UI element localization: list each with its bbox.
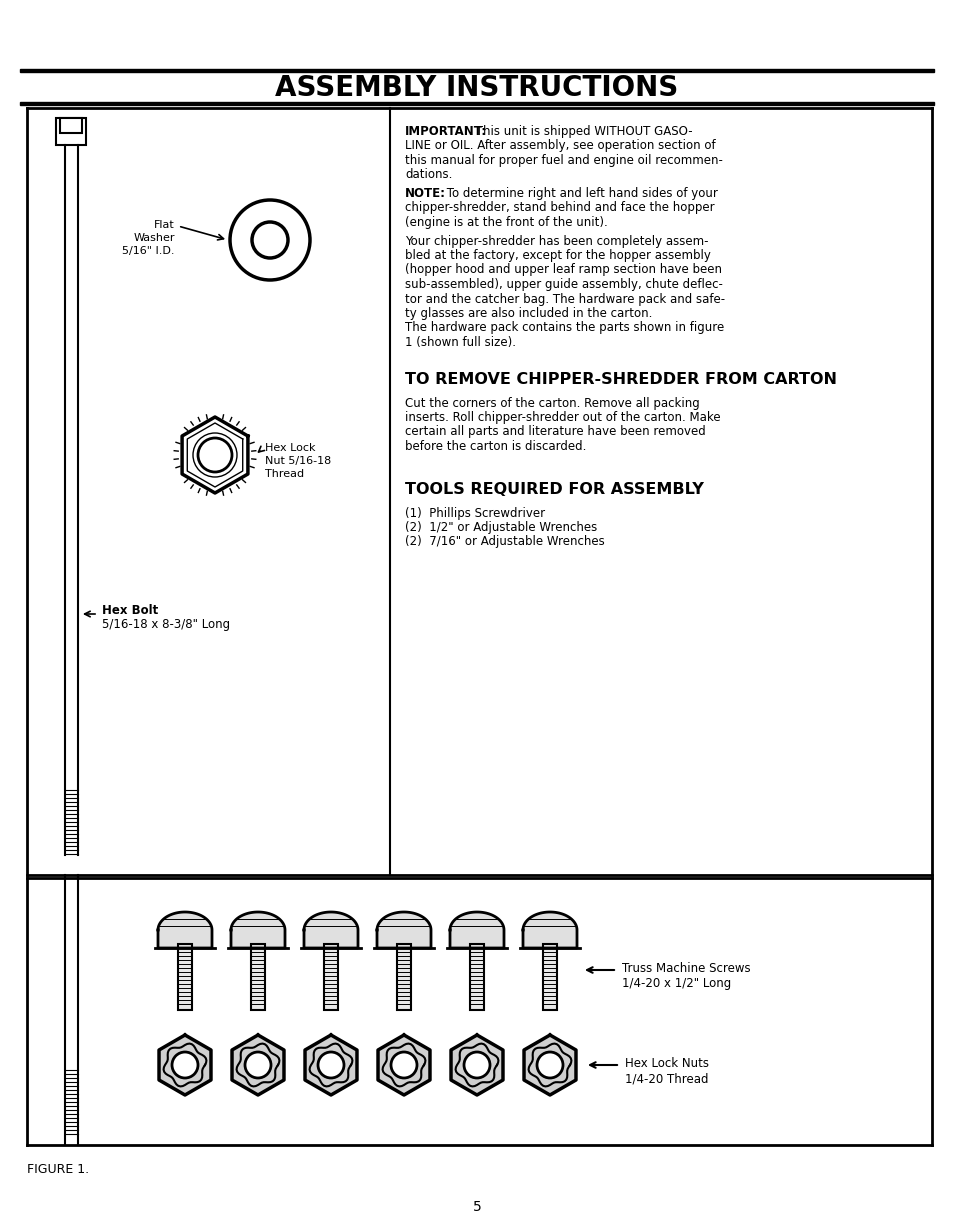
Polygon shape	[158, 912, 212, 948]
Polygon shape	[451, 1035, 502, 1095]
Bar	[542, 944, 557, 1010]
Text: The hardware pack contains the parts shown in figure: The hardware pack contains the parts sho…	[405, 322, 723, 334]
Text: Your chipper-shredder has been completely assem-: Your chipper-shredder has been completel…	[405, 234, 708, 248]
Polygon shape	[305, 1035, 356, 1095]
Text: Hex Lock Nuts
1/4-20 Thread: Hex Lock Nuts 1/4-20 Thread	[624, 1057, 708, 1085]
Polygon shape	[304, 912, 357, 948]
Bar	[324, 944, 337, 1010]
Text: Washer: Washer	[133, 233, 174, 243]
Polygon shape	[522, 912, 577, 948]
Text: this manual for proper fuel and engine oil recommen-: this manual for proper fuel and engine o…	[405, 154, 722, 166]
Text: inserts. Roll chipper-shredder out of the carton. Make: inserts. Roll chipper-shredder out of th…	[405, 411, 720, 424]
Text: (2)  7/16" or Adjustable Wrenches: (2) 7/16" or Adjustable Wrenches	[405, 536, 604, 548]
Text: TO REMOVE CHIPPER-SHREDDER FROM CARTON: TO REMOVE CHIPPER-SHREDDER FROM CARTON	[405, 373, 836, 388]
Bar	[178, 944, 192, 1010]
Text: bled at the factory, except for the hopper assembly: bled at the factory, except for the hopp…	[405, 249, 710, 262]
Circle shape	[172, 1052, 198, 1078]
Polygon shape	[232, 1035, 284, 1095]
Text: 5: 5	[472, 1200, 481, 1214]
Polygon shape	[523, 1035, 576, 1095]
Text: NOTE:: NOTE:	[405, 187, 446, 200]
Text: LINE or OIL. After assembly, see operation section of: LINE or OIL. After assembly, see operati…	[405, 140, 715, 153]
Text: sub-assembled), upper guide assembly, chute deflec-: sub-assembled), upper guide assembly, ch…	[405, 278, 722, 292]
Text: Hex Bolt: Hex Bolt	[102, 604, 158, 617]
Text: chipper-shredder, stand behind and face the hopper: chipper-shredder, stand behind and face …	[405, 202, 714, 215]
Text: tor and the catcher bag. The hardware pack and safe-: tor and the catcher bag. The hardware pa…	[405, 293, 724, 305]
Polygon shape	[231, 912, 285, 948]
Text: Hex Lock: Hex Lock	[265, 443, 315, 453]
Polygon shape	[159, 1035, 211, 1095]
Text: (1)  Phillips Screwdriver: (1) Phillips Screwdriver	[405, 507, 544, 520]
Bar	[470, 944, 483, 1010]
Text: before the carton is discarded.: before the carton is discarded.	[405, 440, 586, 453]
Text: 5/16-18 x 8-3/8" Long: 5/16-18 x 8-3/8" Long	[102, 618, 230, 631]
Text: IMPORTANT:: IMPORTANT:	[405, 125, 487, 139]
Bar	[20, 102, 933, 104]
Bar	[20, 69, 933, 72]
Bar	[60, 118, 82, 132]
Bar	[396, 944, 411, 1010]
Text: 1 (shown full size).: 1 (shown full size).	[405, 337, 516, 349]
Text: To determine right and left hand sides of your: To determine right and left hand sides o…	[442, 187, 717, 200]
Circle shape	[391, 1052, 416, 1078]
Text: (engine is at the front of the unit).: (engine is at the front of the unit).	[405, 216, 607, 228]
Text: ASSEMBLY INSTRUCTIONS: ASSEMBLY INSTRUCTIONS	[275, 74, 678, 102]
Bar	[251, 944, 265, 1010]
Text: (2)  1/2" or Adjustable Wrenches: (2) 1/2" or Adjustable Wrenches	[405, 521, 597, 535]
Polygon shape	[377, 1035, 430, 1095]
Circle shape	[463, 1052, 490, 1078]
Polygon shape	[376, 912, 431, 948]
Text: (hopper hood and upper leaf ramp section have been: (hopper hood and upper leaf ramp section…	[405, 264, 721, 277]
Circle shape	[317, 1052, 344, 1078]
Text: This unit is shipped WITHOUT GASO-: This unit is shipped WITHOUT GASO-	[472, 125, 692, 139]
Text: Nut 5/16-18: Nut 5/16-18	[265, 456, 331, 467]
Text: TOOLS REQUIRED FOR ASSEMBLY: TOOLS REQUIRED FOR ASSEMBLY	[405, 482, 703, 497]
Text: Cut the corners of the carton. Remove all packing: Cut the corners of the carton. Remove al…	[405, 396, 699, 409]
Text: 5/16" I.D.: 5/16" I.D.	[122, 245, 174, 256]
Text: ty glasses are also included in the carton.: ty glasses are also included in the cart…	[405, 307, 652, 320]
Text: Truss Machine Screws
1/4-20 x 1/2" Long: Truss Machine Screws 1/4-20 x 1/2" Long	[621, 962, 750, 990]
Circle shape	[537, 1052, 562, 1078]
Circle shape	[245, 1052, 271, 1078]
Bar	[56, 118, 86, 145]
Text: Flat: Flat	[154, 220, 174, 230]
Text: certain all parts and literature have been removed: certain all parts and literature have be…	[405, 425, 705, 439]
Text: Thread: Thread	[265, 469, 304, 479]
Text: dations.: dations.	[405, 169, 452, 181]
Text: FIGURE 1.: FIGURE 1.	[27, 1163, 89, 1176]
Polygon shape	[450, 912, 503, 948]
